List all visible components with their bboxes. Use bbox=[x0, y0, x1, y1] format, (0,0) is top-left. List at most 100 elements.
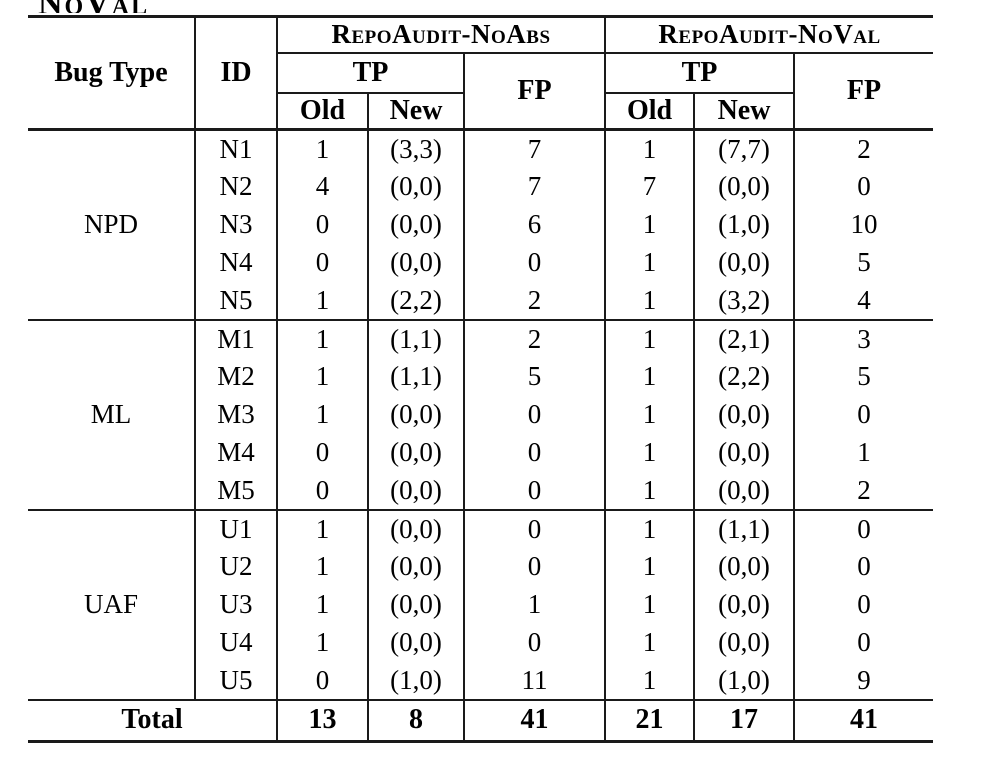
cell-noabs-new: (0,0) bbox=[367, 395, 464, 434]
cell-noabs-old: 1 bbox=[276, 395, 368, 434]
cell-noval-new: (0,0) bbox=[693, 243, 795, 282]
column-header-tp-noval: TP bbox=[604, 52, 795, 94]
cell-noabs-new: (0,0) bbox=[367, 509, 464, 548]
cell-id: M4 bbox=[194, 433, 277, 472]
cell-id: U5 bbox=[194, 661, 277, 701]
column-header-bug-type: Bug Type bbox=[28, 15, 195, 131]
header-row-groups: Bug Type ID RepoAudit-NoAbs RepoAudit-No… bbox=[28, 15, 934, 131]
cell-noval-new: (0,0) bbox=[693, 395, 795, 434]
cell-noabs-new: (0,0) bbox=[367, 433, 464, 472]
cell-noval-old: 1 bbox=[604, 585, 695, 624]
cell-noabs-new: (3,3) bbox=[367, 129, 464, 168]
cell-noabs-old: 0 bbox=[276, 205, 368, 244]
cell-noval-old: 1 bbox=[604, 661, 695, 701]
cell-noabs-fp: 0 bbox=[462, 395, 606, 434]
cell-noval-old: 1 bbox=[604, 547, 695, 586]
cell-noval-old: 1 bbox=[604, 509, 695, 548]
cell-noval-new: (1,0) bbox=[693, 661, 795, 701]
cell-noabs-new: (0,0) bbox=[367, 585, 464, 624]
total-noabs-new: 8 bbox=[367, 699, 464, 743]
table-row: UAF U1 1 (0,0) 0 1 (1,1) 0 bbox=[28, 509, 934, 701]
column-group-repoaudit-noabs: RepoAudit-NoAbs bbox=[275, 15, 606, 54]
bug-type-label: UAF bbox=[28, 509, 195, 701]
cell-id: N3 bbox=[194, 205, 277, 244]
column-header-fp-noval: FP bbox=[793, 52, 934, 131]
cell-id: N1 bbox=[194, 129, 277, 168]
total-noval-old: 21 bbox=[604, 699, 695, 743]
cell-noval-fp: 0 bbox=[793, 547, 934, 586]
column-header-tp-noabs: TP bbox=[276, 52, 464, 94]
column-header-new-noabs: New bbox=[367, 92, 464, 131]
cell-noabs-old: 0 bbox=[276, 433, 368, 472]
cell-noabs-fp: 2 bbox=[462, 319, 606, 358]
cell-noabs-old: 0 bbox=[276, 471, 368, 511]
table-row: N2 4 (0,0) 7 7 (0,0) 0 bbox=[28, 167, 934, 206]
table-caption-fragment: NoVal bbox=[38, 0, 982, 13]
cell-noabs-fp: 5 bbox=[462, 357, 606, 396]
cell-noabs-new: (1,1) bbox=[367, 357, 464, 396]
cell-id: N5 bbox=[194, 281, 277, 321]
cell-noval-fp: 2 bbox=[793, 471, 934, 511]
cell-noval-old: 1 bbox=[604, 205, 695, 244]
total-label: Total bbox=[28, 699, 277, 743]
cell-noval-fp: 0 bbox=[793, 395, 934, 434]
cell-noval-fp: 5 bbox=[793, 357, 934, 396]
cell-noabs-fp: 0 bbox=[462, 433, 606, 472]
cell-noval-old: 1 bbox=[604, 395, 695, 434]
cell-noval-fp: 0 bbox=[793, 509, 934, 548]
cell-noabs-old: 1 bbox=[276, 585, 368, 624]
cell-noabs-old: 0 bbox=[276, 243, 368, 282]
table-row: U4 1 (0,0) 0 1 (0,0) 0 bbox=[28, 623, 934, 662]
cell-noabs-new: (0,0) bbox=[367, 471, 464, 511]
cell-noval-old: 1 bbox=[604, 433, 695, 472]
cell-noabs-old: 1 bbox=[276, 281, 368, 321]
cell-noabs-fp: 11 bbox=[462, 661, 606, 701]
table-row: M4 0 (0,0) 0 1 (0,0) 1 bbox=[28, 433, 934, 472]
table-row: M5 0 (0,0) 0 1 (0,0) 2 bbox=[28, 471, 934, 511]
cell-noval-new: (0,0) bbox=[693, 167, 795, 206]
cell-noval-fp: 0 bbox=[793, 623, 934, 662]
cell-noval-new: (0,0) bbox=[693, 471, 795, 511]
total-noval-new: 17 bbox=[693, 699, 795, 743]
cell-id: M5 bbox=[194, 471, 277, 511]
cell-id: U3 bbox=[194, 585, 277, 624]
header-row-old-new: Old New Old New bbox=[28, 92, 933, 131]
results-table: Bug Type ID RepoAudit-NoAbs RepoAudit-No… bbox=[28, 15, 934, 743]
cell-noabs-fp: 2 bbox=[462, 281, 606, 321]
cell-id: U4 bbox=[194, 623, 277, 662]
cell-noval-old: 1 bbox=[604, 623, 695, 662]
cell-noabs-old: 4 bbox=[276, 167, 368, 206]
cell-noval-fp: 3 bbox=[793, 319, 934, 358]
cell-noabs-new: (0,0) bbox=[367, 547, 464, 586]
cell-noval-fp: 5 bbox=[793, 243, 934, 282]
total-noabs-old: 13 bbox=[276, 699, 368, 743]
total-noval-fp: 41 bbox=[793, 699, 934, 743]
table-row: NPD N1 1 (3,3) 7 1 (7,7) 2 bbox=[28, 129, 934, 321]
cell-id: U2 bbox=[194, 547, 277, 586]
column-header-fp-noabs: FP bbox=[462, 52, 606, 131]
cell-noabs-old: 1 bbox=[276, 547, 368, 586]
cell-noval-fp: 0 bbox=[793, 167, 934, 206]
cell-noabs-new: (0,0) bbox=[367, 205, 464, 244]
table-row: M3 1 (0,0) 0 1 (0,0) 0 bbox=[28, 395, 934, 434]
cell-noabs-new: (0,0) bbox=[367, 623, 464, 662]
table-row: U5 0 (1,0) 11 1 (1,0) 9 bbox=[28, 661, 934, 701]
cell-noval-old: 1 bbox=[604, 471, 695, 511]
cell-noabs-new: (0,0) bbox=[367, 243, 464, 282]
cell-noval-fp: 2 bbox=[793, 129, 934, 168]
cell-noabs-fp: 1 bbox=[462, 585, 606, 624]
cell-id: M3 bbox=[194, 395, 277, 434]
cell-noabs-fp: 0 bbox=[462, 471, 606, 511]
bug-type-label: NPD bbox=[28, 129, 195, 321]
table-row: N4 0 (0,0) 0 1 (0,0) 5 bbox=[28, 243, 934, 282]
cell-id: U1 bbox=[194, 509, 277, 548]
table-row: N5 1 (2,2) 2 1 (3,2) 4 bbox=[28, 281, 934, 321]
column-header-new-noval: New bbox=[693, 92, 795, 131]
column-group-repoaudit-noval: RepoAudit-NoVal bbox=[604, 15, 934, 54]
cell-noabs-fp: 0 bbox=[462, 547, 606, 586]
cell-noval-new: (2,1) bbox=[693, 319, 795, 358]
cell-noval-fp: 4 bbox=[793, 281, 934, 321]
cell-id: M1 bbox=[194, 319, 277, 358]
cell-noabs-fp: 6 bbox=[462, 205, 606, 244]
cell-noabs-fp: 0 bbox=[462, 623, 606, 662]
